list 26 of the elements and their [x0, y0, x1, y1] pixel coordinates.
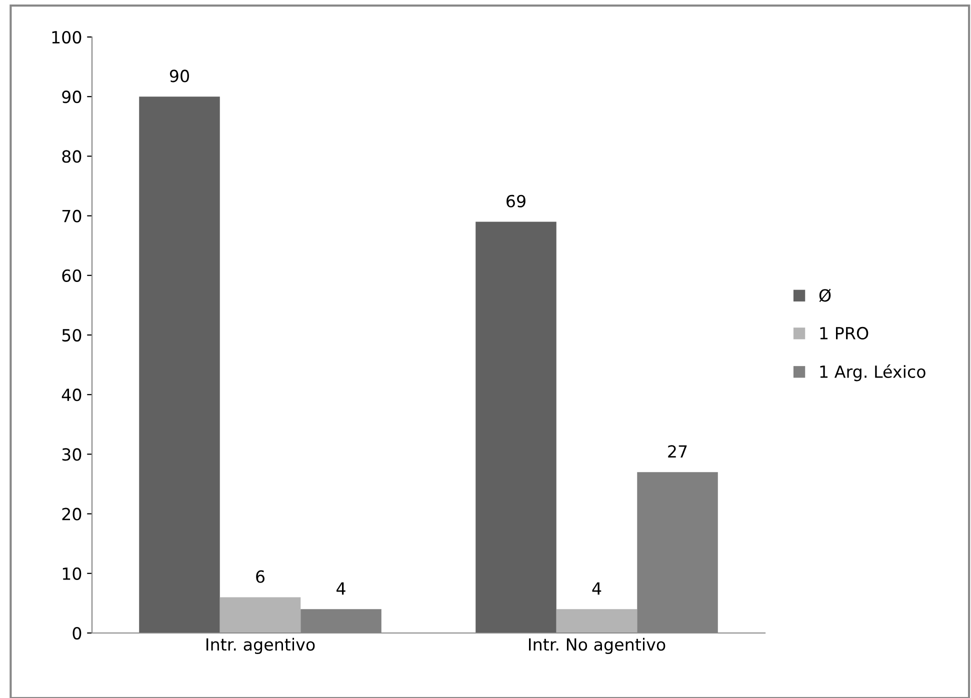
y-tick-label: 0 — [72, 626, 82, 640]
data-label: 6 — [256, 570, 265, 583]
bar — [556, 609, 638, 633]
bar — [476, 222, 556, 633]
legend-label: 1 Arg. Léxico — [820, 364, 926, 382]
y-tick-label: 100 — [52, 30, 82, 44]
y-tick-label: 40 — [62, 388, 82, 402]
data-label: 69 — [506, 194, 526, 208]
data-label: 4 — [592, 582, 602, 595]
bar — [220, 597, 301, 633]
y-tick-label: 30 — [62, 448, 82, 461]
y-tick-label: 10 — [62, 567, 82, 580]
bar — [139, 96, 220, 633]
legend-label: Ø — [819, 288, 831, 302]
x-tick-label: Intr. No agentivo — [529, 638, 666, 654]
legend-label: 1 PRO — [820, 326, 868, 340]
data-label: 90 — [170, 70, 189, 82]
y-tick-label: 70 — [62, 210, 82, 222]
y-tick-label: 60 — [62, 269, 82, 282]
y-tick-label: 20 — [62, 508, 82, 520]
y-tick-label: 50 — [62, 328, 82, 342]
x-tick-label: Intr. agentivo — [206, 638, 315, 654]
data-label: 27 — [668, 445, 687, 458]
data-label: 4 — [336, 582, 346, 595]
y-tick-label: 80 — [62, 150, 82, 163]
y-tick-label: 90 — [62, 90, 82, 104]
